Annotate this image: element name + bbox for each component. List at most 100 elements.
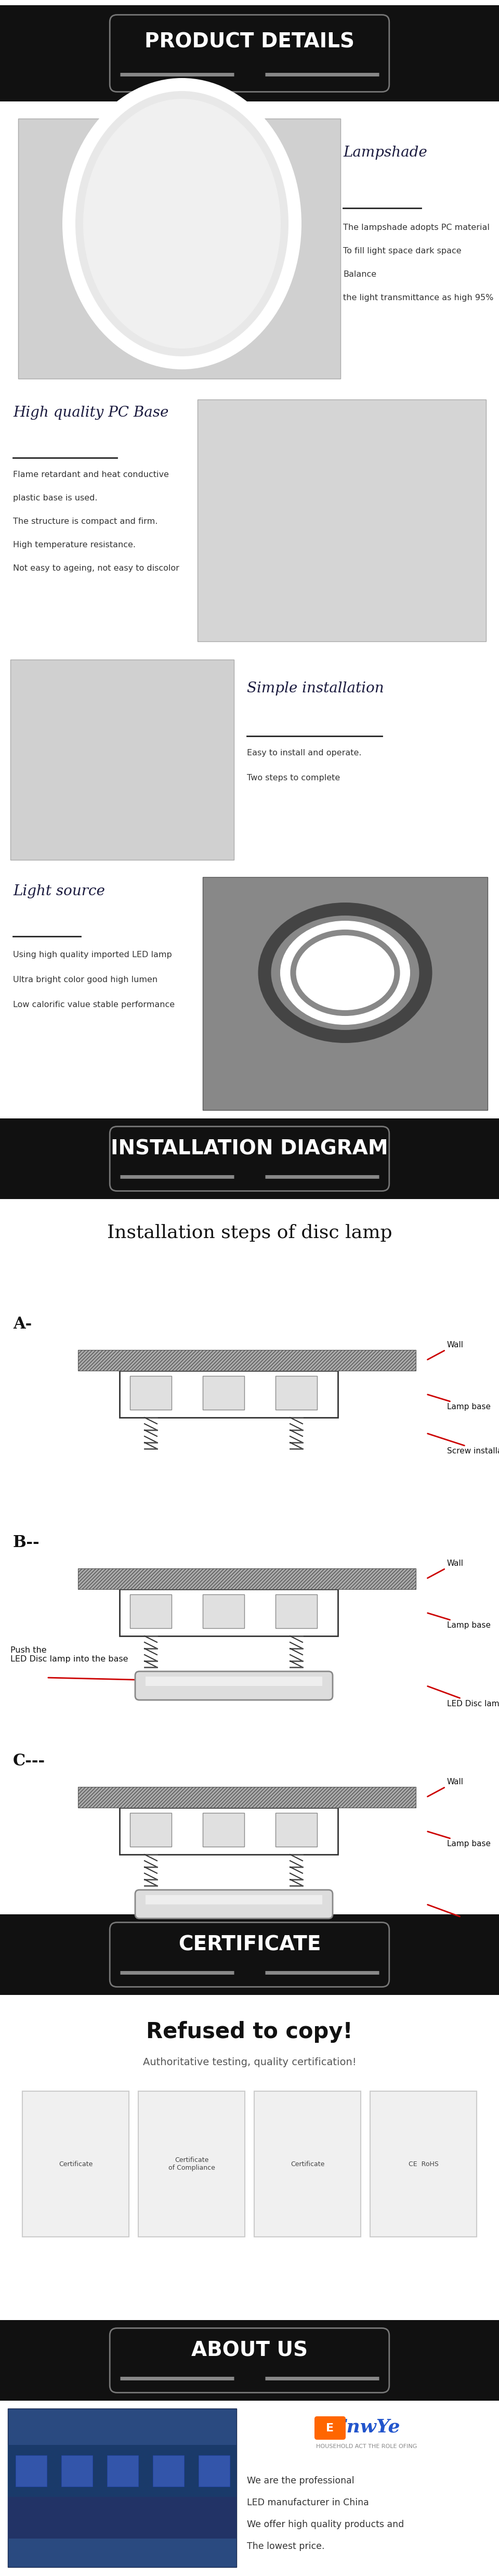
Bar (15, 2455, 47, 2486)
Ellipse shape (83, 98, 280, 348)
Text: We offer high quality products and: We offer high quality products and (247, 2519, 404, 2530)
Text: CERTIFICATE: CERTIFICATE (178, 1935, 321, 1955)
Text: Push the
LED Disc lamp into the base: Push the LED Disc lamp into the base (10, 1646, 128, 1664)
Text: HOUSEHOLD ACT THE ROLE OFING: HOUSEHOLD ACT THE ROLE OFING (316, 2445, 417, 2450)
Ellipse shape (293, 933, 397, 1012)
Bar (78, 1788, 416, 1808)
Bar (0, 103, 499, 389)
Text: Authoritative testing, quality certification!: Authoritative testing, quality certifica… (143, 2058, 356, 2069)
Text: LED Disc lamp: LED Disc lamp (428, 1904, 499, 1927)
Text: Lampshade: Lampshade (343, 147, 427, 160)
Text: Installation steps of disc lamp: Installation steps of disc lamp (107, 1224, 392, 1242)
Text: Wall: Wall (428, 1558, 464, 1579)
Bar (146, 1677, 322, 1685)
FancyBboxPatch shape (135, 1891, 333, 1919)
Text: High temperature resistance.: High temperature resistance. (13, 541, 136, 549)
Text: the light transmittance as high 95%: the light transmittance as high 95% (343, 294, 494, 301)
Bar (203, 876, 488, 1110)
Bar (203, 1595, 245, 1628)
FancyBboxPatch shape (110, 1126, 389, 1190)
Bar (0, 1265, 499, 1914)
FancyBboxPatch shape (110, 2329, 389, 2393)
Bar (130, 1814, 172, 1847)
Bar (0, 1200, 499, 1265)
Bar (120, 1370, 338, 1417)
Text: Screw installation: Screw installation (428, 1435, 499, 1455)
Bar (0, 5, 499, 100)
Bar (0, 0, 499, 5)
Bar (61, 2455, 92, 2486)
Bar (0, 2403, 499, 2576)
Text: ABOUT US: ABOUT US (191, 2342, 308, 2360)
Ellipse shape (75, 90, 288, 355)
Text: Certificate: Certificate (59, 2161, 93, 2166)
Text: LED Disc lamp: LED Disc lamp (428, 1687, 499, 1708)
FancyBboxPatch shape (314, 2416, 346, 2439)
Ellipse shape (280, 920, 410, 1025)
Bar (275, 1814, 317, 1847)
Text: Light source: Light source (13, 884, 105, 899)
Bar (8, 2496, 237, 2537)
Text: LED manufacturer in China: LED manufacturer in China (247, 2499, 369, 2506)
Bar (199, 2455, 230, 2486)
Bar (0, 2321, 499, 2401)
Text: The lampshade adopts PC material: The lampshade adopts PC material (343, 224, 490, 232)
FancyBboxPatch shape (110, 15, 389, 93)
Text: Ultra bright color good high lumen: Ultra bright color good high lumen (13, 976, 158, 984)
Text: EnwYe: EnwYe (332, 2419, 400, 2434)
Bar (120, 1808, 338, 1855)
Text: B--: B-- (13, 1535, 40, 1551)
Text: The structure is compact and firm.: The structure is compact and firm. (13, 518, 158, 526)
Text: Refused to copy!: Refused to copy! (146, 2022, 353, 2043)
Bar (0, 1996, 499, 2321)
Text: C---: C--- (13, 1754, 45, 1770)
Bar (78, 1569, 416, 1589)
Text: Using high quality imported LED lamp: Using high quality imported LED lamp (13, 951, 172, 958)
Text: We are the professional: We are the professional (247, 2476, 354, 2486)
Text: Easy to install and operate.: Easy to install and operate. (247, 750, 361, 757)
Text: Certificate
of Compliance: Certificate of Compliance (168, 2156, 215, 2172)
Text: The lowest price.: The lowest price. (247, 2543, 325, 2550)
Bar (8, 2409, 237, 2568)
Text: Flame retardant and heat conductive: Flame retardant and heat conductive (13, 471, 169, 479)
Bar (0, 649, 499, 868)
Text: Lamp base: Lamp base (428, 1832, 491, 1847)
Bar (138, 2092, 245, 2236)
Bar (203, 1376, 245, 1409)
Text: Wall: Wall (428, 1340, 464, 1360)
Text: Simple installation: Simple installation (247, 683, 384, 696)
Text: A-: A- (13, 1316, 32, 1332)
Bar (18, 118, 340, 379)
Bar (0, 1914, 499, 1994)
Bar (275, 1595, 317, 1628)
Bar (130, 1376, 172, 1409)
Bar (153, 2455, 184, 2486)
Text: High quality PC Base: High quality PC Base (13, 407, 169, 420)
FancyBboxPatch shape (135, 1672, 333, 1700)
Bar (78, 1350, 416, 1370)
Bar (0, 868, 499, 1118)
Text: PRODUCT DETAILS: PRODUCT DETAILS (145, 31, 354, 52)
Text: CE  RoHS: CE RoHS (408, 2161, 439, 2166)
Text: Not easy to ageing, not easy to discolor: Not easy to ageing, not easy to discolor (13, 564, 179, 572)
Text: Wall: Wall (428, 1777, 464, 1795)
Bar (22, 2092, 129, 2236)
Bar (0, 389, 499, 649)
Bar (120, 1589, 338, 1636)
Bar (0, 1118, 499, 1198)
Bar (107, 2455, 138, 2486)
Text: To fill light space dark space: To fill light space dark space (343, 247, 462, 255)
Text: Low calorific value stable performance: Low calorific value stable performance (13, 1002, 175, 1010)
Bar (130, 1595, 172, 1628)
Text: Lamp base: Lamp base (428, 1613, 491, 1631)
FancyBboxPatch shape (110, 1922, 389, 1986)
Bar (203, 1814, 245, 1847)
Text: Two steps to complete: Two steps to complete (247, 773, 340, 783)
Text: E: E (326, 2424, 334, 2434)
Bar (10, 659, 234, 860)
Bar (370, 2092, 477, 2236)
Text: Lamp base: Lamp base (428, 1394, 491, 1412)
Bar (8, 2445, 237, 2496)
Bar (275, 1376, 317, 1409)
Bar (146, 1896, 322, 1904)
